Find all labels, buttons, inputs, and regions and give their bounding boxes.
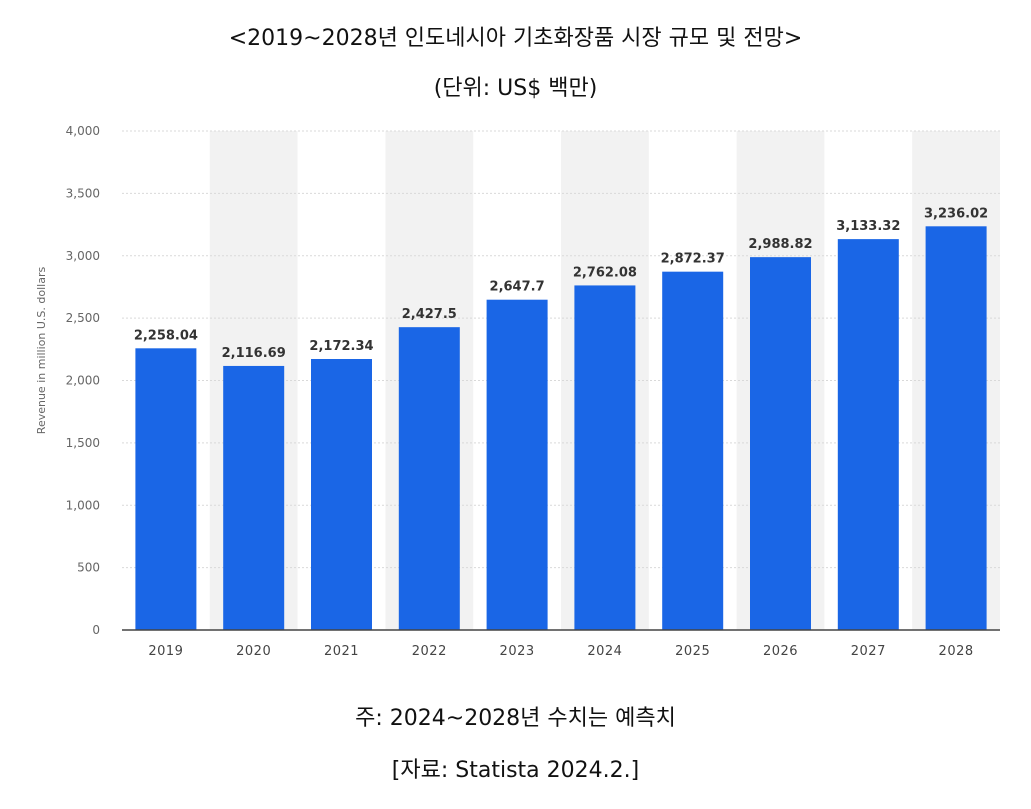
unit-label: (단위: US$ 백만) [433, 76, 598, 101]
bar [486, 299, 548, 630]
bar [311, 359, 372, 630]
source-note: [자료: Statista 2024.2.] [391, 758, 640, 783]
y-tick-label: 500 [77, 561, 100, 575]
data-labels: 2,258.04 2,116.69 2,172.34 2,427.5 2,647.7 2,… [134, 206, 988, 361]
data-label: 2,988.82 [748, 237, 812, 252]
data-label: 3,133.32 [836, 219, 900, 234]
bar [135, 348, 197, 630]
y-tick-label: 3,000 [66, 249, 100, 263]
data-label: 2,427.5 [402, 307, 457, 322]
bar [750, 257, 811, 630]
bars [135, 226, 987, 630]
y-tick-label: 2,000 [66, 374, 100, 388]
y-axis-label: Revenue in million U.S. dollars [35, 267, 48, 435]
bar [925, 226, 987, 630]
x-tick-label: 2026 [763, 644, 798, 659]
bar [837, 239, 899, 630]
data-label: 3,236.02 [924, 206, 988, 221]
data-label: 2,172.34 [309, 339, 373, 354]
y-axis-ticks: 0 500 1,000 1,500 2,000 2,500 3,000 3,500 4,000 [66, 124, 100, 637]
y-tick-label: 4,000 [66, 124, 100, 138]
x-tick-label: 2028 [939, 644, 974, 659]
x-tick-label: 2022 [412, 644, 447, 659]
y-tick-label: 0 [92, 623, 100, 637]
data-label: 2,762.08 [573, 265, 637, 280]
bar [662, 271, 724, 630]
data-label: 2,872.37 [661, 252, 725, 267]
x-tick-label: 2020 [236, 644, 271, 659]
footnote: 주: 2024~2028년 수치는 예측치 [355, 706, 676, 731]
x-tick-label: 2023 [500, 644, 535, 659]
x-tick-label: 2024 [587, 644, 622, 659]
y-tick-label: 2,500 [66, 311, 100, 325]
bar [398, 327, 460, 630]
chart-title: <2019~2028년 인도네시아 기초화장품 시장 규모 및 전망> [228, 26, 803, 51]
bar-chart: 05001,0001,5002,0002,5003,0003,5004,000 … [35, 124, 1000, 659]
x-axis-ticks: 2019 2020 2021 2022 2023 2024 2025 2026 2027 2028 [148, 644, 973, 659]
y-tick-label: 3,500 [66, 186, 100, 200]
data-label: 2,258.04 [134, 328, 198, 343]
x-tick-label: 2027 [851, 644, 886, 659]
data-label: 2,116.69 [222, 346, 286, 361]
x-tick-label: 2021 [324, 644, 359, 659]
bar [574, 285, 636, 630]
bar [223, 365, 285, 630]
x-tick-label: 2025 [675, 644, 710, 659]
x-tick-label: 2019 [148, 644, 183, 659]
y-tick-label: 1,000 [66, 498, 100, 512]
y-tick-label: 1,500 [66, 436, 100, 450]
data-label: 2,647.7 [490, 280, 545, 295]
